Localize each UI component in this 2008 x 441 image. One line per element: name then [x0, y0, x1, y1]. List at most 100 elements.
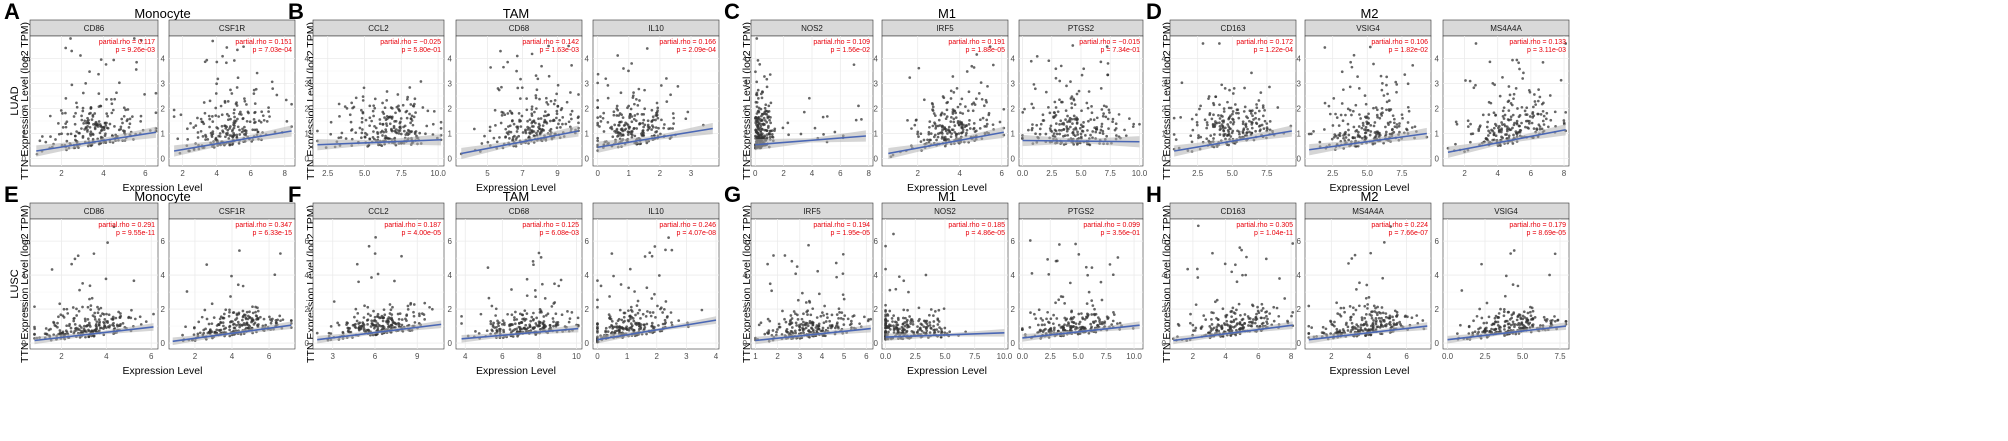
data-point	[409, 117, 413, 121]
data-point	[520, 114, 524, 118]
y-tick-label: 4	[305, 271, 310, 280]
data-point	[630, 129, 634, 133]
data-point	[127, 315, 131, 319]
data-point	[807, 96, 811, 100]
data-point	[852, 63, 856, 67]
data-point	[1328, 112, 1332, 116]
data-point	[372, 130, 375, 133]
data-point	[965, 70, 969, 73]
data-point	[902, 279, 906, 283]
data-point	[534, 121, 537, 125]
data-point	[392, 126, 396, 130]
data-point	[548, 324, 552, 327]
data-point	[226, 118, 230, 122]
data-point	[971, 109, 975, 113]
data-point	[514, 310, 517, 314]
data-point	[839, 317, 843, 320]
p-value-label: p = 1.88e-05	[965, 47, 1005, 54]
data-point	[1030, 128, 1034, 132]
data-point	[57, 315, 60, 319]
data-point	[1507, 109, 1511, 112]
data-point	[1380, 88, 1384, 92]
data-point	[822, 133, 825, 136]
data-point	[79, 54, 82, 57]
data-point	[1077, 89, 1081, 93]
data-point	[1221, 125, 1225, 128]
data-point	[765, 77, 769, 81]
data-point	[43, 332, 47, 336]
data-point	[906, 308, 909, 312]
data-point	[363, 304, 366, 308]
data-point	[460, 314, 463, 318]
x-tick-label: 4	[214, 169, 219, 178]
data-point	[238, 128, 241, 132]
data-point	[1241, 122, 1245, 126]
data-point	[770, 289, 773, 293]
data-point	[1262, 127, 1266, 130]
data-point	[596, 136, 600, 140]
data-point	[975, 97, 978, 101]
data-point	[100, 128, 104, 132]
data-point	[1076, 133, 1080, 136]
data-point	[519, 119, 523, 123]
data-point	[262, 118, 266, 122]
data-point	[245, 103, 248, 106]
data-point	[402, 129, 406, 133]
x-axis-title: Expression Level	[123, 182, 203, 194]
data-point	[610, 125, 613, 129]
data-point	[512, 122, 516, 126]
data-point	[237, 141, 241, 145]
data-point	[637, 87, 641, 91]
data-point	[671, 127, 675, 130]
data-point	[1061, 327, 1065, 330]
data-point	[807, 243, 810, 247]
data-point	[74, 138, 77, 142]
data-point	[121, 121, 124, 125]
data-point	[645, 286, 649, 290]
data-point	[596, 116, 600, 120]
data-point	[650, 297, 654, 300]
y-tick-label: 2	[1011, 105, 1016, 114]
data-point	[795, 324, 798, 327]
data-point	[498, 136, 501, 139]
data-point	[553, 99, 557, 102]
data-point	[412, 310, 415, 314]
data-point	[400, 323, 404, 327]
data-point	[1364, 102, 1368, 106]
data-point	[954, 116, 958, 119]
data-point	[771, 329, 775, 332]
data-point	[932, 324, 935, 328]
data-point	[86, 318, 90, 321]
data-point	[1349, 60, 1353, 64]
data-point	[810, 326, 813, 330]
partial-rho-label: partial.rho = 0.142	[522, 39, 579, 46]
data-point	[1227, 106, 1231, 110]
data-point	[965, 131, 968, 135]
data-point	[1351, 136, 1355, 139]
data-point	[337, 323, 341, 327]
x-axis-title: Expression Level	[907, 365, 987, 377]
data-point	[781, 309, 784, 313]
data-point	[1132, 122, 1136, 126]
data-point	[604, 326, 608, 330]
data-point	[1112, 311, 1115, 314]
data-point	[119, 125, 123, 129]
data-point	[956, 105, 960, 109]
data-point	[565, 100, 569, 104]
data-point	[1030, 272, 1034, 275]
data-point	[1348, 108, 1352, 112]
data-point	[48, 114, 52, 118]
data-point	[931, 105, 935, 109]
data-point	[634, 119, 638, 123]
data-point	[1036, 323, 1040, 327]
data-point	[112, 225, 116, 229]
data-point	[69, 132, 73, 136]
data-point	[355, 319, 359, 323]
data-point	[103, 324, 106, 328]
data-point	[143, 93, 146, 96]
y-tick-label: 1	[743, 130, 748, 139]
data-point	[624, 121, 627, 125]
data-point	[256, 309, 260, 313]
data-point	[1509, 115, 1513, 119]
data-point	[219, 104, 223, 108]
